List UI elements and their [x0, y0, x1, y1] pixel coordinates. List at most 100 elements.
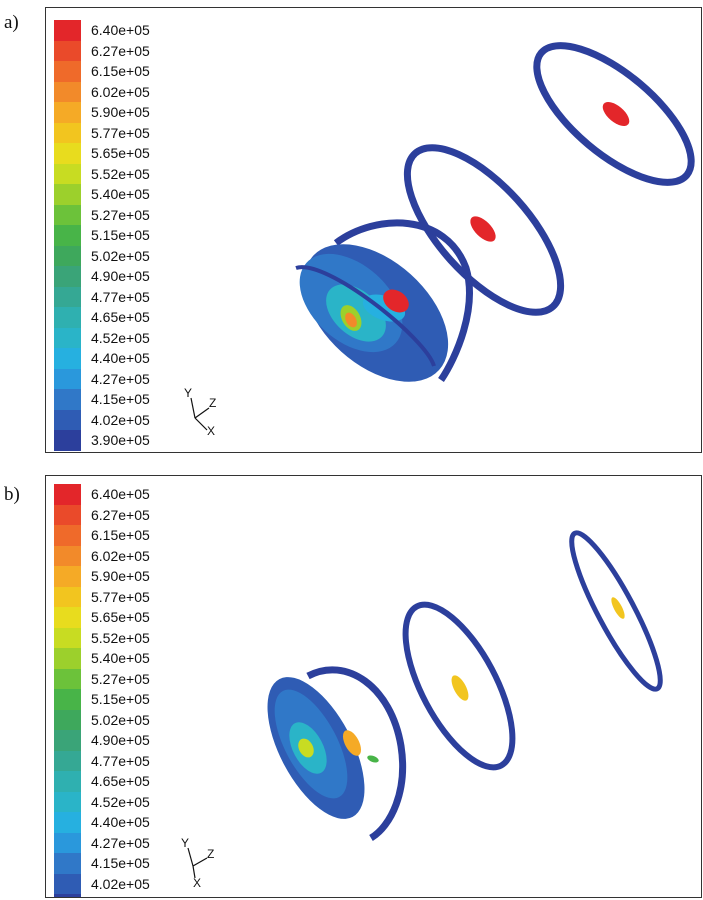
disc-hotspot — [383, 289, 409, 313]
near-ring — [306, 666, 407, 841]
colorbar-value: 5.15e+05 — [91, 691, 150, 707]
colorbar-value: 3.90e+05 — [91, 432, 150, 448]
colorbar-value: 6.27e+05 — [91, 506, 150, 523]
colorbar-swatch — [54, 81, 81, 103]
far-ring — [569, 530, 663, 692]
colorbar-swatch — [54, 545, 81, 567]
colorbar-swatch — [54, 648, 81, 669]
colorbar-swatch — [54, 873, 81, 895]
colorbar-swatch — [54, 286, 81, 308]
contour-scene-b — [267, 530, 663, 841]
disc-hotspot — [342, 730, 362, 756]
axis-z-label: Z — [209, 396, 217, 410]
colorbar-swatch — [54, 163, 81, 185]
panel-b: 6.40e+05 6.27e+05 6.15e+05 6.02e+05 5.90e+05… — [45, 475, 702, 898]
colorbar-value: 5.65e+05 — [91, 609, 150, 625]
colorbar-value: 4.02e+05 — [91, 411, 150, 428]
axis-x-label: X — [207, 424, 216, 438]
colorbar-value: 4.90e+05 — [91, 732, 150, 748]
colorbar-swatch — [54, 245, 81, 267]
colorbar-swatch — [54, 853, 81, 874]
colorbar-swatch — [54, 61, 81, 82]
colorbar-swatch — [54, 668, 81, 690]
near-ring — [333, 219, 473, 382]
middle-hotspot — [470, 216, 496, 242]
axis-y-label: Y — [181, 836, 190, 850]
colorbar-swatch — [54, 122, 81, 144]
colorbar-value: 5.77e+05 — [91, 588, 150, 605]
colorbar-swatch — [54, 348, 81, 369]
colorbar-value: 4.40e+05 — [91, 350, 150, 366]
disc-green-spot — [367, 755, 379, 763]
colorbar-swatch — [54, 184, 81, 205]
far-hotspot — [602, 102, 630, 126]
colorbar-value: 5.65e+05 — [91, 145, 150, 161]
colorbar-value: 4.52e+05 — [91, 329, 150, 346]
colorbar-swatch — [54, 204, 81, 226]
colorbar-value: 5.15e+05 — [91, 227, 150, 243]
disc-zone-yellow — [298, 738, 314, 758]
axis-triad-icon — [187, 847, 208, 879]
colorbar-swatch — [54, 20, 81, 41]
colorbar-swatch — [54, 771, 81, 792]
colorbar-value: 5.40e+05 — [91, 186, 150, 202]
colorbar-value: 4.15e+05 — [91, 391, 150, 407]
colorbar-value: 4.40e+05 — [91, 814, 150, 830]
colorbar-swatch — [54, 409, 81, 431]
colorbar-value: 4.77e+05 — [91, 752, 150, 769]
colorbar-value: 4.90e+05 — [91, 268, 150, 284]
colorbar-swatch — [54, 627, 81, 649]
colorbar-swatch — [54, 750, 81, 772]
colorbar-value: 4.65e+05 — [91, 309, 150, 325]
axis-triad: Y Z X — [179, 836, 219, 890]
colorbar-value: 6.15e+05 — [91, 63, 150, 79]
colorbar-swatch — [54, 389, 81, 410]
colorbar-swatch — [54, 791, 81, 813]
colorbar-value: 4.52e+05 — [91, 793, 150, 810]
far-hotspot — [611, 597, 625, 619]
middle-ring — [403, 144, 565, 316]
colorbar-swatch — [54, 730, 81, 751]
colorbar-swatch — [54, 566, 81, 587]
contour-scene-a — [295, 42, 695, 382]
colorbar-swatch — [54, 225, 81, 246]
panel-a: 6.40e+05 6.27e+05 6.15e+05 6.02e+05 5.90e+05… — [45, 7, 702, 453]
colorbar-swatch — [54, 607, 81, 628]
axis-triad-icon — [190, 397, 210, 431]
colorbar-value: 6.02e+05 — [91, 547, 150, 564]
colorbar-value: 6.40e+05 — [91, 486, 150, 502]
disc-rim — [295, 265, 436, 367]
colorbar-value: 5.77e+05 — [91, 124, 150, 141]
colorbar-swatch — [54, 689, 81, 710]
colorbar-swatch — [54, 709, 81, 731]
colorbar-swatch — [54, 368, 81, 390]
colorbar-value: 4.27e+05 — [91, 370, 150, 387]
colorbar-value: 5.52e+05 — [91, 165, 150, 182]
colorbar-value: 5.90e+05 — [91, 568, 150, 584]
colorbar-swatch — [54, 327, 81, 349]
colorbar-swatch — [54, 484, 81, 505]
axis-x-label: X — [193, 876, 202, 890]
colorbar-value: 5.02e+05 — [91, 711, 150, 728]
far-ring — [533, 42, 695, 186]
colorbar-value: 3.90e+05 — [91, 896, 150, 897]
colorbar-swatch — [54, 504, 81, 526]
disc-zone-orange — [345, 312, 357, 328]
colorbar-value: 4.02e+05 — [91, 875, 150, 892]
panel-b-label: b) — [4, 484, 20, 505]
colorbar-swatch — [54, 143, 81, 164]
middle-hotspot — [451, 675, 469, 701]
colorbar-value: 6.02e+05 — [91, 83, 150, 100]
colorbar-value: 5.40e+05 — [91, 650, 150, 666]
colorbar-value: 6.40e+05 — [91, 22, 150, 38]
colorbar-value: 5.27e+05 — [91, 670, 150, 687]
colorbar-swatch — [54, 525, 81, 546]
middle-ring — [402, 601, 516, 771]
axis-z-label: Z — [207, 847, 215, 861]
colorbar-swatch — [54, 832, 81, 854]
colorbar-swatch — [54, 102, 81, 123]
colorbar-value: 4.15e+05 — [91, 855, 150, 871]
colorbar-swatch — [54, 266, 81, 287]
colorbar-value: 5.90e+05 — [91, 104, 150, 120]
colorbar-value: 4.27e+05 — [91, 834, 150, 851]
